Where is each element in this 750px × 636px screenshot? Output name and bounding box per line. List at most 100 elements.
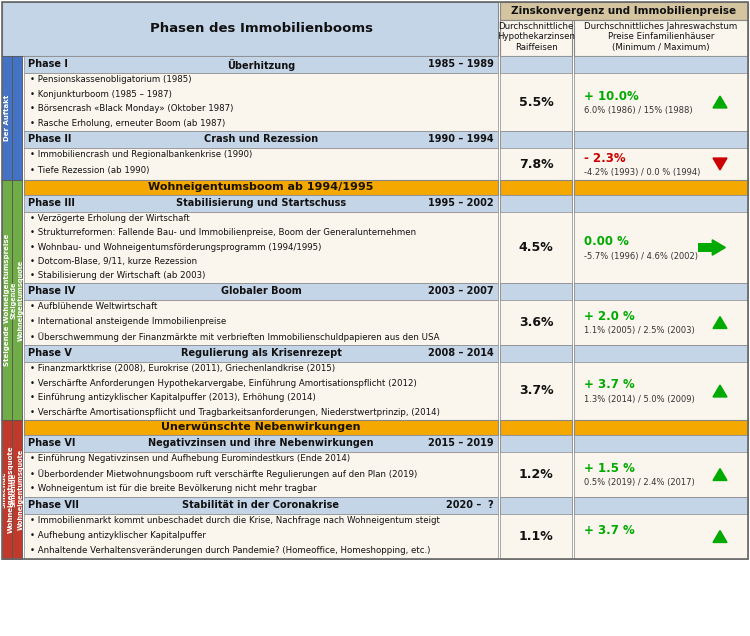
Text: Durchschnittliches Jahreswachstum
Preise Einfamilienhäuser
(Minimum / Maximum): Durchschnittliches Jahreswachstum Preise… [584,22,737,52]
Bar [2,180,12,420]
Bar [574,131,748,180]
Bar [574,435,748,452]
Text: Steigende
Wohneigentumsquote: Steigende Wohneigentumsquote [10,259,23,341]
Bar [574,131,748,148]
Bar [574,131,748,148]
Bar [24,56,498,73]
Text: 2008 – 2014: 2008 – 2014 [428,348,494,358]
Bar [500,283,572,300]
Text: - 2.3%: - 2.3% [584,151,626,165]
Bar [500,131,572,180]
Text: • Wohnbau- und Wohneigentumsförderungsprogramm (1994/1995): • Wohnbau- und Wohneigentumsförderungspr… [30,242,321,251]
Bar [12,180,22,420]
Text: + 3.7 %: + 3.7 % [584,378,634,392]
Text: • International ansteigende Immobilienpreise: • International ansteigende Immobilienpr… [30,317,226,326]
Text: Stabilität in der Coronakrise: Stabilität in der Coronakrise [182,500,340,510]
Text: • Tiefe Rezession (ab 1990): • Tiefe Rezession (ab 1990) [30,167,149,176]
Bar [12,420,22,559]
Text: • Einführung Negativzinsen und Aufhebung Euromindestkurs (Ende 2014): • Einführung Negativzinsen und Aufhebung… [30,454,350,463]
Bar [500,283,572,345]
Text: • Verzögerte Erholung der Wirtschaft: • Verzögerte Erholung der Wirtschaft [30,214,190,223]
Text: Crash und Rezession: Crash und Rezession [204,134,318,144]
Bar [574,497,748,514]
Text: Zinskonvergenz und Immobilienpreise: Zinskonvergenz und Immobilienpreise [512,6,736,16]
Bar [574,56,748,131]
Text: Negativzinsen und ihre Nebenwirkungen: Negativzinsen und ihre Nebenwirkungen [148,438,374,448]
Text: Phase V: Phase V [28,348,72,358]
Text: 3.6%: 3.6% [519,316,554,329]
Text: • Verschärfte Anforderungen Hypothekarvergabe, Einführung Amortisationspflicht (: • Verschärfte Anforderungen Hypothekarve… [30,378,417,388]
Text: Durchschnittliche
Hypothekarzinsen
Raiffeisen: Durchschnittliche Hypothekarzinsen Raiff… [497,22,575,52]
Text: • Verschärfte Amortisationspflicht und Tragbarkeitsanforderungen, Niederstwertpr: • Verschärfte Amortisationspflicht und T… [30,408,439,417]
Text: Regulierung als Krisenrezept: Regulierung als Krisenrezept [181,348,341,358]
Bar [500,283,572,300]
Bar [574,345,748,362]
Text: • Immobilienmarkt kommt unbeschadet durch die Krise, Nachfrage nach Wohneigentum: • Immobilienmarkt kommt unbeschadet durc… [30,516,439,525]
Bar [500,180,572,195]
Bar [574,56,748,73]
Text: Phasen des Immobilienbooms: Phasen des Immobilienbooms [149,22,373,36]
Bar [500,435,572,452]
Bar [500,2,748,20]
Text: 1.1% (2005) / 2.5% (2003): 1.1% (2005) / 2.5% (2003) [584,326,694,336]
Bar [500,345,572,420]
Bar [574,56,748,73]
Text: • Strukturreformen: Fallende Bau- und Immobilienpreise, Boom der Generalunterneh: • Strukturreformen: Fallende Bau- und Im… [30,228,416,237]
Bar [24,212,498,283]
Text: Sinkende
Wohneigentumsquote: Sinkende Wohneigentumsquote [10,449,23,530]
Text: • Überschwemmung der Finanzmärkte mit verbrieften Immobilienschuldpapieren aus d: • Überschwemmung der Finanzmärkte mit ve… [30,332,439,342]
Text: • Anhaltende Verhaltensveränderungen durch Pandemie? (Homeoffice, Homeshopping, : • Anhaltende Verhaltensveränderungen dur… [30,546,430,555]
Bar [574,420,748,435]
Text: + 1.5 %: + 1.5 % [584,462,634,475]
Text: 2003 – 2007: 2003 – 2007 [428,286,494,296]
Bar [574,20,748,56]
Bar [574,195,748,283]
Bar [574,435,748,452]
Bar [2,2,498,56]
Bar [500,497,572,514]
Bar [574,283,748,345]
Text: -4.2% (1993) / 0.0 % (1994): -4.2% (1993) / 0.0 % (1994) [584,168,700,177]
Text: • Börsencrash «Black Monday» (Oktober 1987): • Börsencrash «Black Monday» (Oktober 19… [30,104,233,113]
Text: Überhitzung: Überhitzung [226,59,295,71]
Text: • Rasche Erholung, erneuter Boom (ab 1987): • Rasche Erholung, erneuter Boom (ab 198… [30,119,225,128]
Text: 4.5%: 4.5% [519,241,554,254]
Text: + 2.0 %: + 2.0 % [584,310,634,323]
Bar [574,435,748,497]
Bar [24,420,498,435]
Bar [574,345,748,420]
Bar [500,56,572,73]
Bar [500,345,572,362]
Polygon shape [713,469,727,480]
Text: Phase I: Phase I [28,59,68,69]
Bar [500,195,572,212]
Text: Globaler Boom: Globaler Boom [220,286,302,296]
Text: Phase II: Phase II [28,134,71,144]
Bar [24,180,498,195]
Text: 1.3% (2014) / 5.0% (2009): 1.3% (2014) / 5.0% (2009) [584,395,694,404]
Bar [574,283,748,300]
Text: 1.1%: 1.1% [519,530,554,543]
Text: 6.0% (1986) / 15% (1988): 6.0% (1986) / 15% (1988) [584,106,693,115]
Text: • Einführung antizyklischer Kapitalpuffer (2013), Erhöhung (2014): • Einführung antizyklischer Kapitalpuffe… [30,393,316,402]
Text: Phase III: Phase III [28,198,75,208]
Bar [698,243,712,252]
Bar [500,497,572,514]
Text: • Stabilisierung der Wirtschaft (ab 2003): • Stabilisierung der Wirtschaft (ab 2003… [30,271,206,280]
Text: 2015 – 2019: 2015 – 2019 [428,438,494,448]
Text: 0.5% (2019) / 2.4% (2017): 0.5% (2019) / 2.4% (2017) [584,478,694,488]
Bar [2,2,748,559]
Text: • Finanzmarktkrise (2008), Eurokrise (2011), Griechenlandkrise (2015): • Finanzmarktkrise (2008), Eurokrise (20… [30,364,335,373]
Text: 1995 – 2002: 1995 – 2002 [428,198,494,208]
Text: Steigende Wohneigentumspreise: Steigende Wohneigentumspreise [4,234,10,366]
Text: • Wohneigentum ist für die breite Bevölkerung nicht mehr tragbar: • Wohneigentum ist für die breite Bevölk… [30,484,316,494]
Text: -5.7% (1996) / 4.6% (2002): -5.7% (1996) / 4.6% (2002) [584,251,698,261]
Bar [500,195,572,212]
Bar [24,362,498,420]
Bar [24,195,498,212]
Text: • Konjunkturboom (1985 – 1987): • Konjunkturboom (1985 – 1987) [30,90,172,99]
Text: 1990 – 1994: 1990 – 1994 [428,134,494,144]
Text: 1.2%: 1.2% [519,468,554,481]
Text: 2020 –  ?: 2020 – ? [446,500,494,510]
Bar [500,131,572,148]
